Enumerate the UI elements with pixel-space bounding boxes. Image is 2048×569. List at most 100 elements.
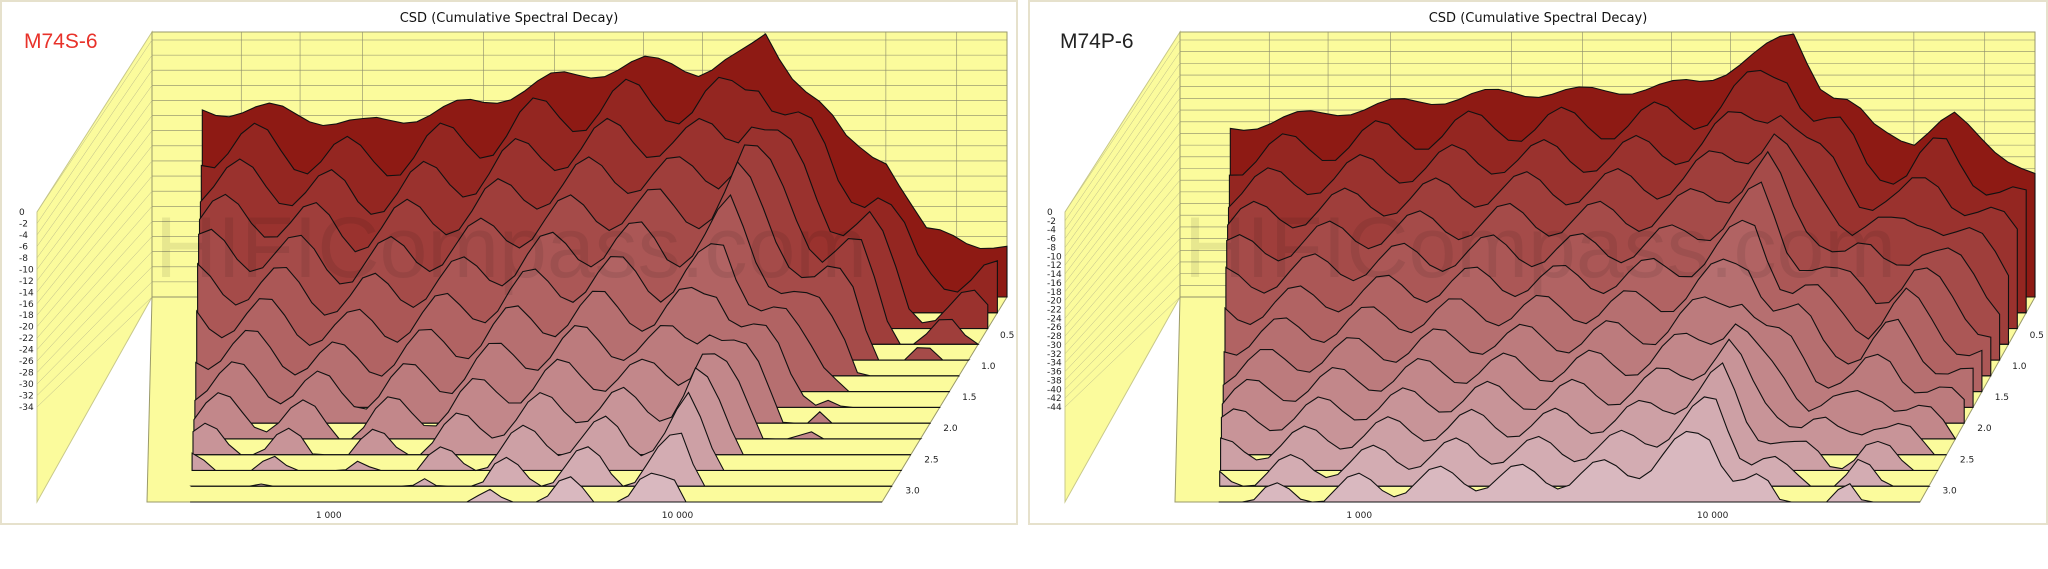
side-grid-line — [1064, 226, 1181, 354]
side-grid-line — [36, 85, 153, 247]
time-tick-label: 0.5 — [2030, 331, 2044, 341]
z-tick-label: 0 — [19, 208, 25, 218]
side-grid-line — [36, 145, 153, 293]
side-grid-line — [36, 191, 153, 327]
side-grid-line — [36, 221, 153, 350]
z-tick-label: 0 — [1047, 208, 1053, 218]
side-grid-line — [36, 175, 153, 316]
side-wall — [1064, 30, 1181, 504]
z-tick-label: -12 — [19, 277, 34, 287]
z-tick-label: -18 — [19, 311, 34, 321]
side-grid-line — [1064, 109, 1181, 266]
z-tick-label: -30 — [19, 380, 34, 390]
z-tick-label: -26 — [19, 357, 34, 367]
side-grid-line — [1064, 144, 1181, 292]
side-grid-line — [1064, 203, 1181, 337]
side-grid-line — [1064, 74, 1181, 239]
z-tick-label: -2 — [1047, 217, 1056, 227]
time-tick-label: 2.5 — [924, 455, 938, 465]
z-tick-label: -20 — [19, 323, 34, 333]
side-grid-line — [36, 251, 153, 373]
csd-chart-panel-right: 0 -2 -4 -6 -8 -10 -12 -14 -16 -18 -20 -22 -24 -26 -28-… — [1028, 0, 2048, 525]
side-grid-line — [36, 39, 153, 213]
z-tick-label: -30 — [1047, 341, 1062, 351]
side-wall — [36, 30, 153, 504]
watermark-text: HIFICompass.com — [1184, 200, 1896, 296]
z-tick-label: -16 — [1047, 279, 1062, 289]
z-tick-label: -26 — [1047, 323, 1062, 333]
z-tick-label: -32 — [1047, 350, 1062, 360]
side-grid-line — [1064, 63, 1181, 230]
time-tick-label: 2.0 — [943, 424, 958, 434]
x-tick-label: 10 000 — [1697, 511, 1729, 521]
time-tick-label: 2.0 — [1977, 424, 1992, 434]
side-grid-line — [36, 160, 153, 304]
z-tick-label: -22 — [19, 334, 34, 344]
time-tick-label: 1.5 — [962, 393, 976, 403]
side-grid-line — [36, 266, 153, 385]
z-tick-label: -12 — [1047, 261, 1062, 271]
z-tick-label: -36 — [1047, 368, 1062, 378]
side-grid-line — [1064, 156, 1181, 301]
side-grid-line — [1064, 86, 1181, 248]
side-grid-line — [36, 115, 153, 270]
x-tick-label: 1 000 — [1346, 511, 1372, 521]
z-tick-label: -6 — [19, 242, 28, 252]
z-tick-label: -34 — [19, 403, 34, 413]
model-label: M74P-6 — [1060, 30, 1134, 53]
z-tick-label: -28 — [1047, 332, 1062, 342]
z-tick-label: -44 — [1047, 403, 1062, 413]
time-tick-label: 1.0 — [2012, 362, 2027, 372]
chart-title: CSD (Cumulative Spectral Decay) — [399, 11, 619, 26]
model-label: M74S-6 — [24, 30, 98, 53]
side-grid-line — [1064, 273, 1181, 390]
decay-slice — [193, 353, 923, 440]
csd-chart-panel-left: 0 -2 -4 -6 -8 -10 -12 -14 -16 -18 -20 -22 -24 -26 -28-… — [0, 0, 1018, 525]
side-grid-line — [36, 54, 153, 224]
time-tick-label: 2.5 — [1960, 455, 1974, 465]
side-grid-line — [1064, 285, 1181, 399]
time-tick-label: 3.0 — [1942, 486, 1957, 496]
z-tick-label: -42 — [1047, 394, 1062, 404]
side-grid-line — [36, 130, 153, 281]
time-tick-label: 1.0 — [981, 362, 996, 372]
z-tick-label: -32 — [19, 392, 34, 402]
z-tick-label: -24 — [19, 346, 34, 356]
z-tick-label: -22 — [1047, 306, 1062, 316]
z-tick-label: -40 — [1047, 385, 1062, 395]
chart-title: CSD (Cumulative Spectral Decay) — [1428, 11, 1648, 26]
side-grid-line — [1064, 238, 1181, 363]
z-tick-label: -10 — [1047, 252, 1062, 262]
side-grid-line — [1064, 39, 1181, 213]
side-grid-line — [36, 206, 153, 339]
side-grid-line — [1064, 51, 1181, 222]
z-tick-label: -4 — [1047, 226, 1056, 236]
x-tick-label: 10 000 — [662, 511, 694, 521]
x-tick-label: 1 000 — [316, 511, 342, 521]
side-grid-line — [1064, 191, 1181, 328]
side-grid-line — [1064, 180, 1181, 319]
z-tick-label: -14 — [19, 288, 34, 298]
side-grid-line — [36, 296, 153, 408]
csd-waterfall-right: 0-2-4-6-8-10-12-14-16-18-20-22-24-26-28-… — [1047, 30, 2044, 521]
z-tick-label: -18 — [1047, 288, 1062, 298]
side-grid-line — [1064, 133, 1181, 284]
z-tick-label: -20 — [1047, 297, 1062, 307]
side-grid-line — [36, 236, 153, 362]
z-tick-label: -4 — [19, 231, 28, 241]
z-tick-label: -2 — [19, 219, 28, 229]
z-tick-label: -8 — [1047, 243, 1056, 253]
z-tick-label: -8 — [19, 254, 28, 264]
z-tick-label: -14 — [1047, 270, 1062, 280]
side-grid-line — [36, 70, 153, 236]
time-tick-label: 0.5 — [1000, 331, 1014, 341]
side-grid-line — [1064, 296, 1181, 408]
time-tick-label: 3.0 — [905, 486, 920, 496]
z-tick-label: -10 — [19, 265, 34, 275]
z-tick-label: -6 — [1047, 235, 1056, 245]
z-tick-label: -38 — [1047, 376, 1062, 386]
decay-slice — [1220, 362, 1939, 472]
side-grid-line — [1064, 250, 1181, 372]
side-grid-line — [1064, 261, 1181, 381]
side-grid-line — [36, 281, 153, 396]
